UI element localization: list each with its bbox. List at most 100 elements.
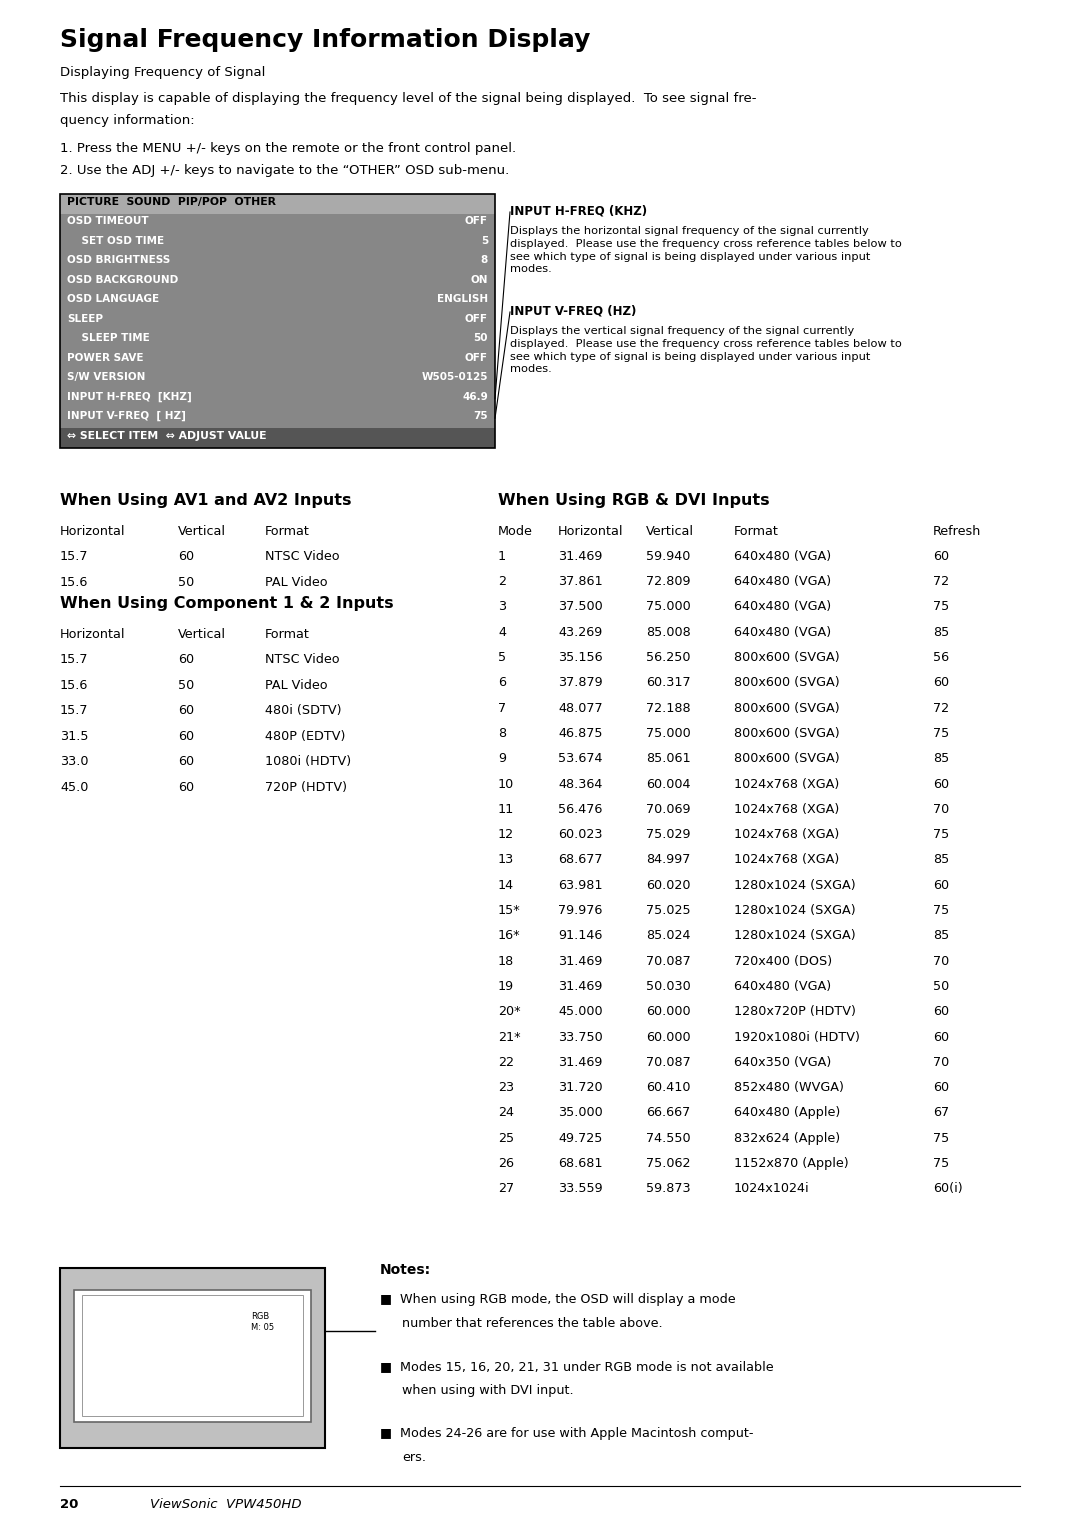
Text: SLEEP TIME: SLEEP TIME	[67, 333, 150, 342]
Text: 14: 14	[498, 879, 514, 892]
Text: RGB
M: 05: RGB M: 05	[251, 1311, 274, 1332]
Text: 84.997: 84.997	[646, 854, 690, 866]
Text: 2: 2	[498, 575, 507, 588]
Text: 60: 60	[933, 778, 949, 790]
Text: 70: 70	[933, 1056, 949, 1068]
Text: Horizontal: Horizontal	[60, 524, 125, 538]
Text: 49.725: 49.725	[558, 1132, 603, 1144]
Text: 31.469: 31.469	[558, 1056, 603, 1068]
Text: ■  Modes 15, 16, 20, 21, 31 under RGB mode is not available: ■ Modes 15, 16, 20, 21, 31 under RGB mod…	[380, 1360, 773, 1372]
Text: 60(i): 60(i)	[933, 1183, 962, 1195]
Text: 70.087: 70.087	[646, 1056, 691, 1068]
Text: 640x480 (VGA): 640x480 (VGA)	[734, 550, 832, 562]
Text: 70: 70	[933, 955, 949, 967]
Text: 640x480 (VGA): 640x480 (VGA)	[734, 575, 832, 588]
Text: 60.020: 60.020	[646, 879, 690, 892]
Text: 37.500: 37.500	[558, 601, 603, 613]
Text: 60: 60	[178, 755, 194, 769]
Text: 1152x870 (Apple): 1152x870 (Apple)	[734, 1157, 849, 1170]
Text: PAL Video: PAL Video	[265, 576, 327, 588]
Text: 50: 50	[933, 979, 949, 993]
Text: 31.720: 31.720	[558, 1082, 603, 1094]
Text: 640x480 (VGA): 640x480 (VGA)	[734, 979, 832, 993]
Text: ON: ON	[471, 275, 488, 284]
Text: 85: 85	[933, 854, 949, 866]
Text: Displays the horizontal signal frequency of the signal currently
displayed.  Ple: Displays the horizontal signal frequency…	[510, 226, 902, 275]
Text: 75.000: 75.000	[646, 601, 691, 613]
Text: 43.269: 43.269	[558, 625, 603, 639]
Text: 46.875: 46.875	[558, 727, 603, 740]
Text: OFF: OFF	[465, 215, 488, 226]
Text: 75: 75	[933, 905, 949, 917]
Text: SLEEP: SLEEP	[67, 313, 103, 324]
Text: 800x600 (SVGA): 800x600 (SVGA)	[734, 677, 839, 689]
Text: 800x600 (SVGA): 800x600 (SVGA)	[734, 727, 839, 740]
Text: 60: 60	[178, 781, 194, 795]
Text: 60: 60	[178, 730, 194, 743]
Bar	[60, 272, 495, 292]
Text: 21*: 21*	[498, 1030, 521, 1044]
Text: 85: 85	[933, 929, 949, 943]
Text: 48.364: 48.364	[558, 778, 603, 790]
Bar	[60, 1268, 325, 1447]
Bar	[60, 370, 495, 390]
Text: 53.674: 53.674	[558, 752, 603, 766]
Text: Displays the vertical signal frequency of the signal currently
displayed.  Pleas: Displays the vertical signal frequency o…	[510, 325, 902, 374]
Text: 480P (EDTV): 480P (EDTV)	[265, 730, 346, 743]
Text: 70.087: 70.087	[646, 955, 691, 967]
Text: 79.976: 79.976	[558, 905, 603, 917]
Text: ENGLISH: ENGLISH	[437, 293, 488, 304]
Text: 1080i (HDTV): 1080i (HDTV)	[265, 755, 351, 769]
Text: NTSC Video: NTSC Video	[265, 550, 339, 562]
Bar	[60, 194, 495, 448]
Text: 11: 11	[498, 802, 514, 816]
Text: 15.7: 15.7	[60, 704, 89, 718]
Text: 56: 56	[933, 651, 949, 665]
Text: 68.677: 68.677	[558, 854, 603, 866]
Text: 75: 75	[933, 727, 949, 740]
Text: 63.981: 63.981	[558, 879, 603, 892]
Text: 1024x768 (XGA): 1024x768 (XGA)	[734, 778, 839, 790]
Text: 8: 8	[498, 727, 507, 740]
Text: 37.861: 37.861	[558, 575, 603, 588]
Text: 19: 19	[498, 979, 514, 993]
Text: Signal Frequency Information Display: Signal Frequency Information Display	[60, 28, 591, 52]
Text: OSD TIMEOUT: OSD TIMEOUT	[67, 215, 149, 226]
Text: 60: 60	[178, 704, 194, 718]
Text: 72.188: 72.188	[646, 701, 690, 715]
Text: 35.000: 35.000	[558, 1106, 603, 1120]
Bar	[60, 312, 495, 330]
Text: W505-0125: W505-0125	[421, 371, 488, 382]
Text: NTSC Video: NTSC Video	[265, 654, 339, 666]
Text: Format: Format	[265, 524, 310, 538]
Text: 75.062: 75.062	[646, 1157, 690, 1170]
Text: 59.873: 59.873	[646, 1183, 690, 1195]
Text: When Using AV1 and AV2 Inputs: When Using AV1 and AV2 Inputs	[60, 492, 351, 507]
Text: 91.146: 91.146	[558, 929, 603, 943]
Text: 50: 50	[178, 576, 194, 588]
Text: 60.317: 60.317	[646, 677, 690, 689]
Text: 60: 60	[933, 1030, 949, 1044]
Text: 800x600 (SVGA): 800x600 (SVGA)	[734, 701, 839, 715]
Text: 720x400 (DOS): 720x400 (DOS)	[734, 955, 832, 967]
Text: 70: 70	[933, 802, 949, 816]
Text: Vertical: Vertical	[646, 524, 694, 538]
Text: 50: 50	[473, 333, 488, 342]
Text: 1280x1024 (SXGA): 1280x1024 (SXGA)	[734, 929, 855, 943]
Text: 15.6: 15.6	[60, 576, 89, 588]
Text: Format: Format	[265, 628, 310, 640]
Text: 45.0: 45.0	[60, 781, 89, 795]
Text: 60: 60	[178, 654, 194, 666]
Text: 60: 60	[933, 550, 949, 562]
Text: ■  When using RGB mode, the OSD will display a mode: ■ When using RGB mode, the OSD will disp…	[380, 1293, 735, 1305]
Text: Vertical: Vertical	[178, 628, 226, 640]
Text: OSD LANGUAGE: OSD LANGUAGE	[67, 293, 159, 304]
Text: 1024x768 (XGA): 1024x768 (XGA)	[734, 828, 839, 840]
Text: 75: 75	[933, 601, 949, 613]
Text: 640x480 (Apple): 640x480 (Apple)	[734, 1106, 840, 1120]
Text: 31.469: 31.469	[558, 979, 603, 993]
Text: 832x624 (Apple): 832x624 (Apple)	[734, 1132, 840, 1144]
Text: 1: 1	[498, 550, 507, 562]
Text: PAL Video: PAL Video	[265, 678, 327, 692]
Text: INPUT V-FREQ (HZ): INPUT V-FREQ (HZ)	[510, 304, 636, 316]
